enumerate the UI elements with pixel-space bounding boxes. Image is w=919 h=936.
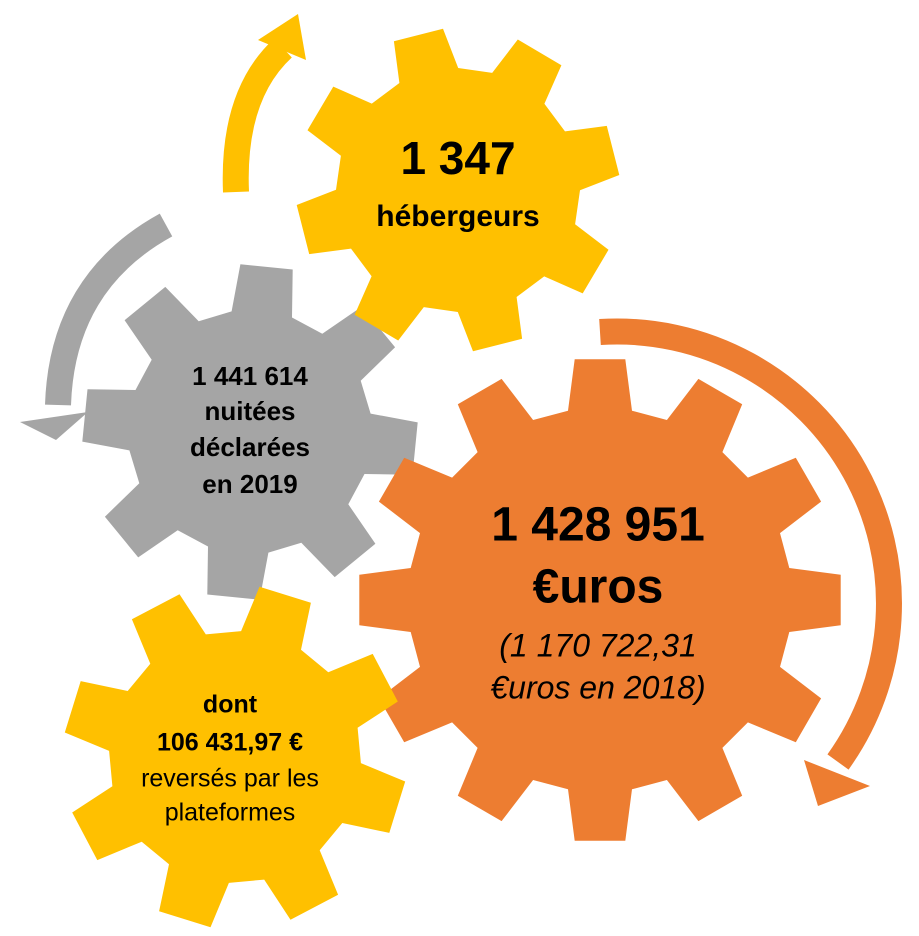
gray-arrowhead — [20, 412, 88, 440]
gear — [359, 359, 841, 841]
node-line: (1 170 722,31 — [499, 627, 697, 663]
yellow-arrowhead — [258, 14, 306, 60]
node-line: 1 347 — [400, 132, 515, 184]
node-line: €uros — [533, 561, 664, 614]
node-line: 106 431,97 € — [157, 729, 303, 757]
yellow-arrow — [222, 38, 293, 193]
labels: 1 347 hébergeurs 1 441 614 nuitées décla… — [141, 132, 706, 826]
node-line: 1 441 614 — [192, 361, 308, 391]
node-line: hébergeurs — [376, 200, 539, 233]
orange-arrowhead — [804, 760, 870, 806]
gear — [82, 264, 418, 600]
node-line: dont — [203, 691, 258, 719]
node-line: nuitées — [204, 396, 295, 426]
arrows — [20, 14, 902, 806]
gear — [64, 586, 406, 928]
node-line: 1 428 951 — [491, 499, 705, 552]
node-line: en 2019 — [202, 469, 297, 499]
node-line: déclarées — [190, 432, 310, 462]
node-line: reversés par les — [141, 765, 319, 793]
node-line: plateformes — [165, 799, 296, 827]
gears — [64, 28, 841, 928]
gear — [296, 28, 620, 352]
orange-arrow — [599, 318, 902, 770]
gray-arrow — [45, 213, 173, 406]
node-line: €uros en 2018) — [490, 669, 705, 705]
